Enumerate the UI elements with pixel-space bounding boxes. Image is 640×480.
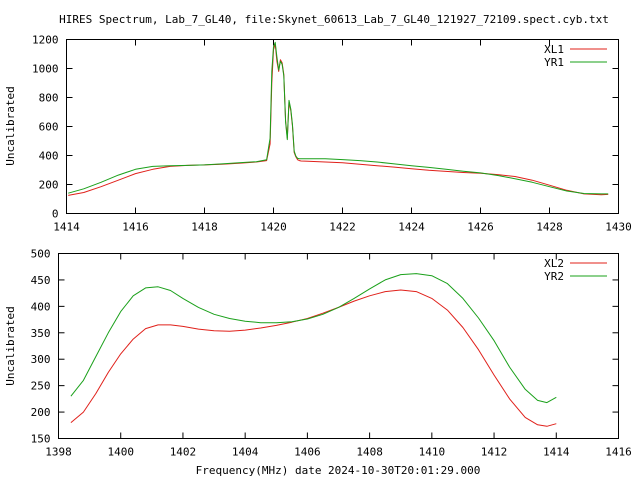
top-x-tick-label: 1416	[122, 221, 149, 234]
top-y-tick-label: 200	[39, 179, 59, 192]
bottom-y-tick-label: 300	[31, 353, 51, 366]
series-line-xl2	[70, 289, 557, 427]
bottom-x-tick-label: 1404	[232, 446, 259, 459]
bottom-y-tick-label: 350	[31, 327, 51, 340]
bottom-x-tick-label: 1406	[294, 446, 321, 459]
bottom-y-tick-label: 450	[31, 274, 51, 287]
bottom-y-tick-label: 200	[31, 406, 51, 419]
bottom-legend: XL2 YR2	[544, 257, 607, 283]
top-y-tick-label: 1200	[32, 34, 59, 47]
top-y-tick-label: 400	[39, 150, 59, 163]
top-x-tick-label: 1426	[467, 221, 494, 234]
bottom-x-tick-label: 1416	[605, 446, 632, 459]
top-x-tick-label: 1430	[605, 221, 632, 234]
bottom-x-tick-label: 1408	[356, 446, 383, 459]
top-plot-frame	[66, 39, 619, 214]
bottom-x-tick-label: 1398	[45, 446, 72, 459]
top-x-tick-label: 1428	[536, 221, 563, 234]
top-panel: Uncalibrated 1414 1416 1418 1420 1422 1424 142…	[4, 34, 632, 234]
bottom-panel: Uncalibrated 1398 1400 1402 1404 1406 1408 141…	[4, 248, 632, 478]
series-line-yr1	[68, 41, 609, 195]
top-y-tick-label: 1000	[32, 63, 59, 76]
top-x-tick-label: 1424	[398, 221, 425, 234]
legend-label-xl1: XL1	[544, 43, 564, 56]
bottom-plot-frame	[58, 253, 619, 439]
bottom-x-tick-label: 1412	[481, 446, 508, 459]
top-x-tick-label: 1418	[191, 221, 218, 234]
legend-label-xl2: XL2	[544, 257, 564, 270]
bottom-x-tick-label: 1410	[419, 446, 446, 459]
top-y-tick-label: 800	[39, 92, 59, 105]
legend-label-yr2: YR2	[544, 270, 564, 283]
bottom-y-tick-label: 250	[31, 380, 51, 393]
bottom-y-tick-label: 400	[31, 300, 51, 313]
bottom-x-axis-label: Frequency(MHz) date 2024-10-30T20:01:29.…	[196, 464, 481, 477]
bottom-x-tick-label: 1414	[543, 446, 570, 459]
series-line-yr2	[70, 273, 557, 404]
top-legend: XL1 YR1	[544, 43, 607, 69]
bottom-x-tick-label: 1402	[170, 446, 197, 459]
top-y-tick-label: 600	[39, 121, 59, 134]
top-x-tick-label: 1420	[260, 221, 287, 234]
bottom-y-tick-label: 500	[31, 248, 51, 261]
top-y-tick-label: 0	[52, 208, 59, 221]
series-line-xl1	[68, 43, 609, 196]
bottom-y-axis-label: Uncalibrated	[4, 306, 17, 385]
bottom-x-tick-label: 1400	[107, 446, 134, 459]
chart-title: HIRES Spectrum, Lab_7_GL40, file:Skynet_…	[59, 13, 609, 26]
top-x-tick-label: 1422	[329, 221, 356, 234]
bottom-y-tick-label: 150	[31, 433, 51, 446]
top-x-tick-label: 1414	[53, 221, 80, 234]
legend-label-yr1: YR1	[544, 56, 564, 69]
top-y-axis-label: Uncalibrated	[4, 86, 17, 165]
